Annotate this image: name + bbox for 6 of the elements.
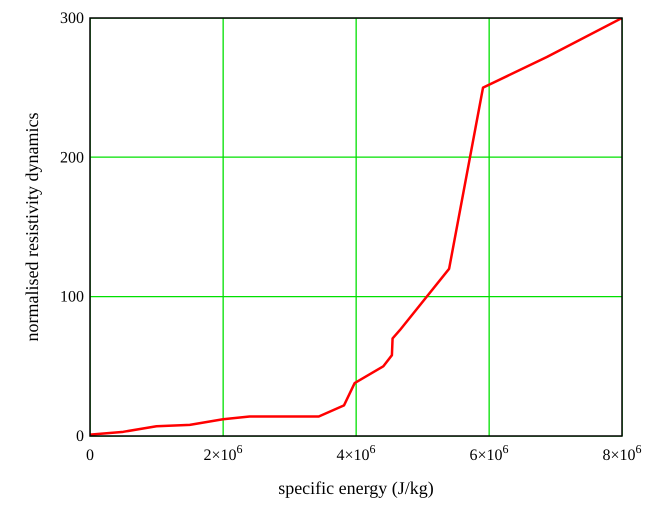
y-tick-label: 200 (60, 149, 84, 166)
y-tick-label: 100 (60, 288, 84, 306)
y-tick-label: 300 (60, 10, 84, 27)
x-axis-title: specific energy (J/kg) (278, 478, 434, 498)
y-tick-label: 0 (76, 428, 84, 445)
y-axis-title: normalised resistivity dynamics (22, 112, 42, 342)
